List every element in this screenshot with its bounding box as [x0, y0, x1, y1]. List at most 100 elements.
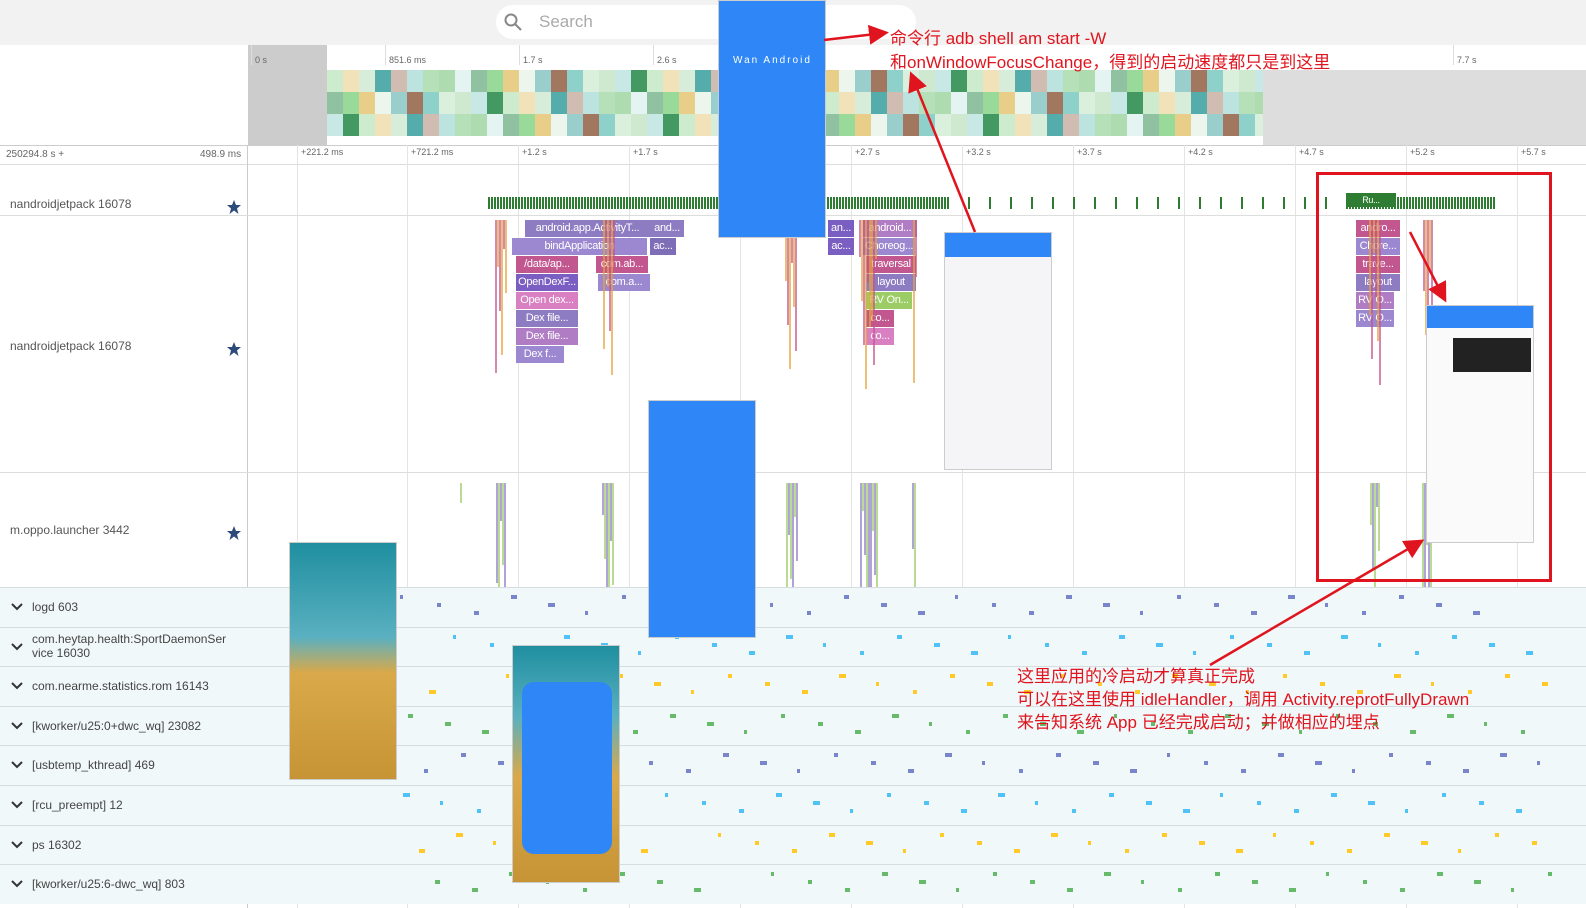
- slice: /data/ap...: [516, 256, 578, 273]
- expand-chevron[interactable]: [10, 721, 24, 731]
- slice-stick: [499, 220, 501, 311]
- overview-tick-line: [1453, 45, 1454, 65]
- grid-line: [1184, 145, 1185, 908]
- slice: layout: [866, 274, 916, 291]
- sched-mark: [950, 674, 955, 679]
- sched-mark: [1278, 753, 1284, 758]
- expand-chevron[interactable]: [10, 879, 24, 889]
- expand-chevron[interactable]: [10, 760, 24, 770]
- slice-stick: [788, 483, 790, 535]
- overview-cell: [1095, 114, 1111, 136]
- thread-state: [914, 197, 916, 209]
- overview-cell: [1047, 114, 1063, 136]
- thread-state: [887, 197, 889, 209]
- thread-state: [947, 197, 949, 209]
- sched-mark: [424, 769, 428, 774]
- grid-line: [962, 145, 963, 908]
- overview-cell: [679, 70, 695, 92]
- sched-mark: [1431, 682, 1434, 687]
- sched-mark: [1061, 674, 1064, 679]
- overview-cell: [1079, 92, 1095, 114]
- slice-stick: [609, 220, 611, 331]
- sched-mark: [654, 682, 661, 687]
- sched-mark: [1019, 769, 1023, 774]
- overview-cell: [583, 92, 599, 114]
- thread-state: [1466, 197, 1468, 209]
- sched-mark: [919, 880, 926, 885]
- slice-stick: [914, 483, 916, 593]
- thread-state: [536, 197, 538, 209]
- expand-chevron[interactable]: [10, 800, 24, 810]
- thread-state: [662, 197, 664, 209]
- phone-screenshot: [648, 400, 756, 638]
- thread-state: [635, 197, 637, 209]
- pin-star[interactable]: [226, 199, 242, 215]
- slice-stick: [611, 220, 613, 375]
- overview-cell: [1031, 92, 1047, 114]
- thread-state: [695, 197, 697, 209]
- overview-cell: [1143, 70, 1159, 92]
- overview-tick: 0 s: [255, 55, 268, 65]
- phone-title: Wan Android: [733, 55, 812, 66]
- thread-state: [521, 197, 523, 209]
- pin-star[interactable]: [226, 341, 242, 357]
- group-row: [0, 626, 1586, 667]
- expand-chevron[interactable]: [10, 642, 24, 652]
- sched-mark: [564, 634, 570, 639]
- sched-mark: [548, 603, 555, 607]
- overview-cell: [1127, 70, 1143, 92]
- track-name: nandroidjetpack 16078: [10, 339, 132, 353]
- sched-mark: [1315, 761, 1322, 766]
- overview-cell: [487, 114, 503, 136]
- sched-mark: [1320, 682, 1325, 687]
- overview-cell: [887, 114, 903, 136]
- thread-state: [1436, 197, 1438, 209]
- sched-mark: [1447, 713, 1454, 718]
- sched-mark: [993, 872, 997, 877]
- overview-cell: [695, 114, 711, 136]
- sched-mark: [1542, 682, 1548, 687]
- expand-chevron[interactable]: [10, 681, 24, 691]
- thread-state: [605, 197, 607, 209]
- sched-mark: [1452, 634, 1457, 639]
- sched-mark: [490, 642, 494, 647]
- search-box[interactable]: Search: [496, 5, 916, 39]
- sched-mark: [641, 848, 648, 853]
- thread-state: [1475, 197, 1477, 209]
- group-name: logd 603: [32, 600, 79, 614]
- sched-mark: [823, 642, 826, 647]
- thread-state: [1115, 197, 1117, 209]
- thread-state: [1433, 197, 1435, 209]
- sched-mark: [1352, 769, 1355, 774]
- overview-cell: [535, 70, 551, 92]
- slice-stick: [1377, 220, 1379, 341]
- sched-mark: [881, 603, 887, 607]
- thread-state: [854, 197, 856, 209]
- sched-mark: [1421, 840, 1428, 845]
- expand-chevron[interactable]: [10, 840, 24, 850]
- overview-cell: [919, 114, 935, 136]
- sched-mark: [1373, 721, 1378, 726]
- sched-mark: [1151, 721, 1155, 726]
- overview-cell: [327, 70, 343, 92]
- sched-mark: [1140, 611, 1143, 615]
- thread-state: [926, 197, 928, 209]
- group-name: [kworker/u25:0+dwc_wq] 23082: [32, 718, 202, 733]
- group-name: [rcu_preempt] 12: [32, 798, 123, 812]
- slice-stick: [862, 483, 864, 511]
- ruler-tick: +4.2 s: [1188, 147, 1213, 157]
- slice-stick: [863, 220, 865, 345]
- expand-chevron[interactable]: [10, 602, 24, 612]
- overview-cell: [1063, 92, 1079, 114]
- overview-cell: [647, 70, 663, 92]
- sched-mark: [1098, 682, 1102, 687]
- thread-state: [674, 197, 676, 209]
- sched-mark: [408, 713, 413, 718]
- group-name: [kworker/u25:6-dwc_wq] 803: [32, 877, 185, 892]
- sched-mark: [1426, 761, 1431, 766]
- overview-cell: [439, 92, 455, 114]
- overview-cell: [455, 114, 471, 136]
- sched-mark: [982, 761, 985, 766]
- pin-star[interactable]: [226, 525, 242, 541]
- ruler-tick: +5.7 s: [1521, 147, 1546, 157]
